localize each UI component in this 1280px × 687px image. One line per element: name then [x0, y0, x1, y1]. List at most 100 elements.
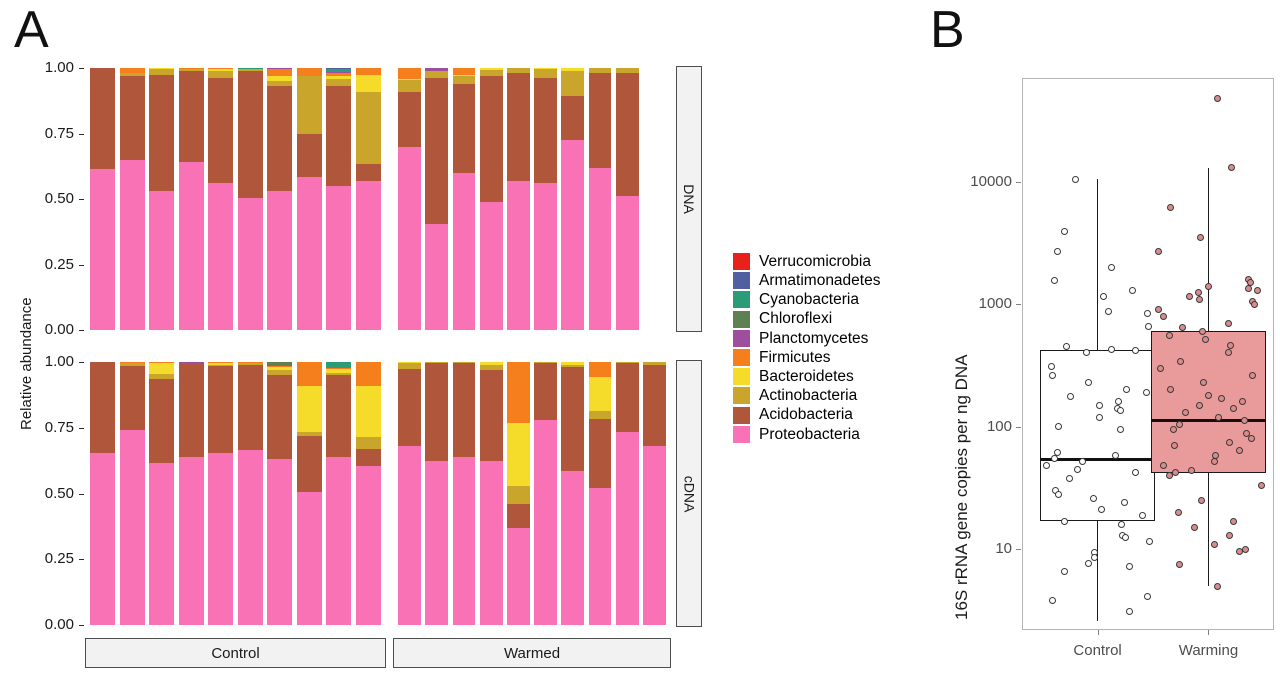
boxplot-data-point: [1199, 327, 1207, 335]
bar-segment-bacteroidetes: [534, 68, 558, 70]
stacked-bar[interactable]: [119, 68, 145, 330]
legend-color-swatch: [733, 387, 750, 405]
stacked-bar[interactable]: [267, 362, 293, 625]
stacked-bar[interactable]: [452, 362, 476, 625]
boxplot-data-point: [1067, 393, 1075, 401]
bar-segment-acidobacteria: [452, 363, 476, 457]
bar-segment-actinobacteria: [296, 431, 322, 436]
bar-segment-bacteroidetes: [398, 362, 422, 364]
legend-color-swatch: [733, 349, 750, 367]
stacked-bar[interactable]: [506, 362, 530, 625]
legend-item-firmicutes[interactable]: Firmicutes: [733, 348, 918, 367]
bar-segment-actinobacteria: [588, 68, 612, 74]
bar-segment-acidobacteria: [561, 95, 585, 141]
stacked-bar[interactable]: [479, 362, 503, 625]
bar-segment-actinobacteria: [398, 363, 422, 369]
y-tick-mark: [79, 68, 84, 69]
stacked-bar[interactable]: [561, 362, 585, 625]
stacked-bar[interactable]: [398, 362, 422, 625]
bar-segment-proteobacteria: [561, 140, 585, 330]
stacked-bar[interactable]: [588, 362, 612, 625]
boxplot-data-point: [1166, 386, 1174, 394]
bar-segment-acidobacteria: [479, 75, 503, 202]
stacked-bar[interactable]: [178, 68, 204, 330]
boxplot-data-point: [1185, 293, 1193, 301]
stacked-bar[interactable]: [479, 68, 503, 330]
boxplot-data-point: [1084, 560, 1092, 568]
stacked-bar[interactable]: [326, 68, 352, 330]
legend-item-bacteroidetes[interactable]: Bacteroidetes: [733, 367, 918, 386]
stacked-bar[interactable]: [296, 68, 322, 330]
stacked-bar[interactable]: [296, 362, 322, 625]
stacked-bar[interactable]: [398, 68, 422, 330]
bar-segment-bacteroidetes: [208, 363, 234, 365]
legend-item-armatimonadetes[interactable]: Armatimonadetes: [733, 271, 918, 290]
facet-cdna-warmed: [396, 362, 668, 625]
boxplot-data-point: [1143, 309, 1151, 317]
stacked-bar[interactable]: [267, 68, 293, 330]
stacked-bar[interactable]: [355, 362, 381, 625]
stacked-bar[interactable]: [642, 362, 666, 625]
boxplot-data-point: [1115, 398, 1123, 406]
bar-segment-firmicutes: [588, 362, 612, 377]
stacked-bar[interactable]: [355, 68, 381, 330]
legend-item-cyanobacteria[interactable]: Cyanobacteria: [733, 290, 918, 309]
stacked-bar[interactable]: [506, 68, 530, 330]
boxplot-box-warming[interactable]: [1150, 331, 1266, 473]
stacked-bar[interactable]: [561, 68, 585, 330]
stacked-bar[interactable]: [237, 68, 263, 330]
stacked-bar[interactable]: [90, 68, 116, 330]
stacked-bar[interactable]: [149, 68, 175, 330]
boxplot-data-point: [1107, 263, 1115, 271]
stacked-bar[interactable]: [237, 362, 263, 625]
panel-b-y-tick-mark: [1016, 181, 1021, 183]
legend-item-actinobacteria[interactable]: Actinobacteria: [733, 386, 918, 405]
stacked-bar[interactable]: [534, 68, 558, 330]
y-tick-mark: [79, 625, 84, 626]
stacked-bar[interactable]: [452, 68, 476, 330]
bar-segment-proteobacteria: [452, 456, 476, 625]
bar-segment-acidobacteria: [534, 363, 558, 420]
legend-item-planctomycetes[interactable]: Planctomycetes: [733, 329, 918, 348]
boxplot-data-point: [1213, 94, 1221, 102]
stacked-bar[interactable]: [534, 362, 558, 625]
bar-segment-acidobacteria: [534, 78, 558, 184]
stacked-bar[interactable]: [588, 68, 612, 330]
stacked-bar[interactable]: [425, 68, 449, 330]
bar-segment-proteobacteria: [90, 452, 116, 625]
y-tick-mark: [79, 330, 84, 331]
stacked-bar[interactable]: [149, 362, 175, 625]
stacked-bar[interactable]: [425, 362, 449, 625]
boxplot-median-line: [1150, 418, 1266, 422]
legend-item-chloroflexi[interactable]: Chloroflexi: [733, 310, 918, 329]
stacked-bar[interactable]: [90, 362, 116, 625]
stacked-bar[interactable]: [208, 68, 234, 330]
stacked-bar[interactable]: [326, 362, 352, 625]
stacked-bar[interactable]: [119, 362, 145, 625]
bar-segment-proteobacteria: [479, 201, 503, 330]
bar-segment-acidobacteria: [425, 78, 449, 224]
panel-b-y-tick-label: 10: [995, 540, 1012, 558]
y-tick-label: 0.25: [44, 255, 74, 273]
stacked-bar[interactable]: [178, 362, 204, 625]
bar-segment-acidobacteria: [452, 83, 476, 173]
panel-b-x-tick-mark: [1208, 630, 1210, 635]
legend-color-swatch: [733, 368, 750, 386]
legend-item-verrucomicrobia[interactable]: Verrucomicrobia: [733, 252, 918, 271]
bar-segment-acidobacteria: [237, 70, 263, 198]
bar-segment-bacteroidetes: [506, 422, 530, 486]
boxplot-data-point: [1122, 534, 1130, 541]
stacked-bar[interactable]: [615, 362, 639, 625]
stacked-bar[interactable]: [615, 68, 639, 330]
y-tick-label: 0.75: [44, 124, 74, 142]
boxplot-data-point: [1215, 413, 1223, 421]
boxplot-data-point: [1181, 409, 1189, 417]
legend-color-swatch: [733, 406, 750, 424]
stacked-bar[interactable]: [208, 362, 234, 625]
bar-segment-bacteroidetes: [267, 76, 293, 81]
panel-b-x-tick-label: Control: [1073, 642, 1122, 659]
boxplot-data-point: [1160, 312, 1168, 320]
y-tick-label: 0.00: [44, 321, 74, 338]
legend-item-acidobacteria[interactable]: Acidobacteria: [733, 406, 918, 425]
legend-item-proteobacteria[interactable]: Proteobacteria: [733, 425, 918, 444]
